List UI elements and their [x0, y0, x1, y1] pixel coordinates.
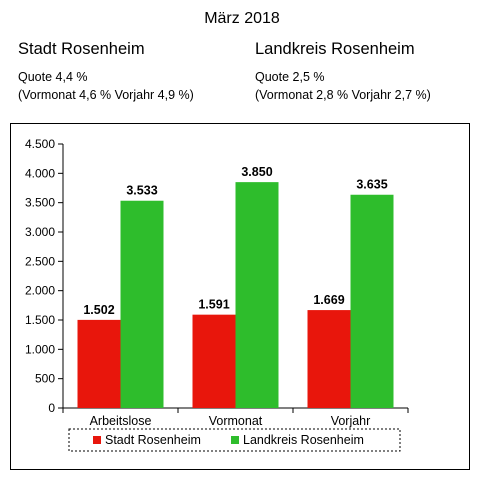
data-label: 3.635: [356, 178, 387, 192]
chart-title: März 2018: [204, 10, 280, 27]
bar: [350, 194, 394, 408]
data-label: 3.850: [241, 165, 272, 179]
bar: [307, 310, 351, 408]
data-label: 1.669: [313, 293, 344, 307]
x-category-label: Arbeitslose: [90, 414, 152, 428]
y-tick-label: 2.000: [25, 284, 55, 298]
data-label: 1.591: [198, 298, 229, 312]
y-tick-label: 0: [48, 401, 55, 415]
data-label: 1.502: [83, 303, 114, 317]
bar: [235, 182, 279, 408]
right-region-name: Landkreis Rosenheim: [255, 40, 415, 58]
legend-swatch: [93, 436, 101, 444]
legend-box: [68, 428, 401, 452]
y-tick-label: 3.000: [25, 225, 55, 239]
bar: [77, 319, 121, 408]
legend-swatch: [231, 436, 239, 444]
right-quote: Quote 2,5 %: [255, 70, 325, 84]
y-tick-label: 1.500: [25, 313, 55, 327]
y-tick-label: 4.000: [25, 166, 55, 180]
legend-label: Landkreis Rosenheim: [243, 433, 364, 447]
x-category-label: Vorjahr: [331, 414, 371, 428]
y-tick-label: 4.500: [25, 137, 55, 151]
left-region-name: Stadt Rosenheim: [18, 40, 145, 58]
y-tick-label: 1.000: [25, 342, 55, 356]
left-quote: Quote 4,4 %: [18, 70, 88, 84]
bar: [120, 200, 164, 408]
x-category-label: Vormonat: [209, 414, 263, 428]
legend-label: Stadt Rosenheim: [105, 433, 201, 447]
data-label: 3.533: [126, 184, 157, 198]
y-tick-label: 2.500: [25, 254, 55, 268]
left-previous-values: (Vormonat 4,6 % Vorjahr 4,9 %): [18, 88, 194, 102]
y-tick-label: 3.500: [25, 196, 55, 210]
y-tick-label: 500: [35, 372, 55, 386]
right-previous-values: (Vormonat 2,8 % Vorjahr 2,7 %): [255, 88, 431, 102]
bar: [192, 314, 236, 408]
